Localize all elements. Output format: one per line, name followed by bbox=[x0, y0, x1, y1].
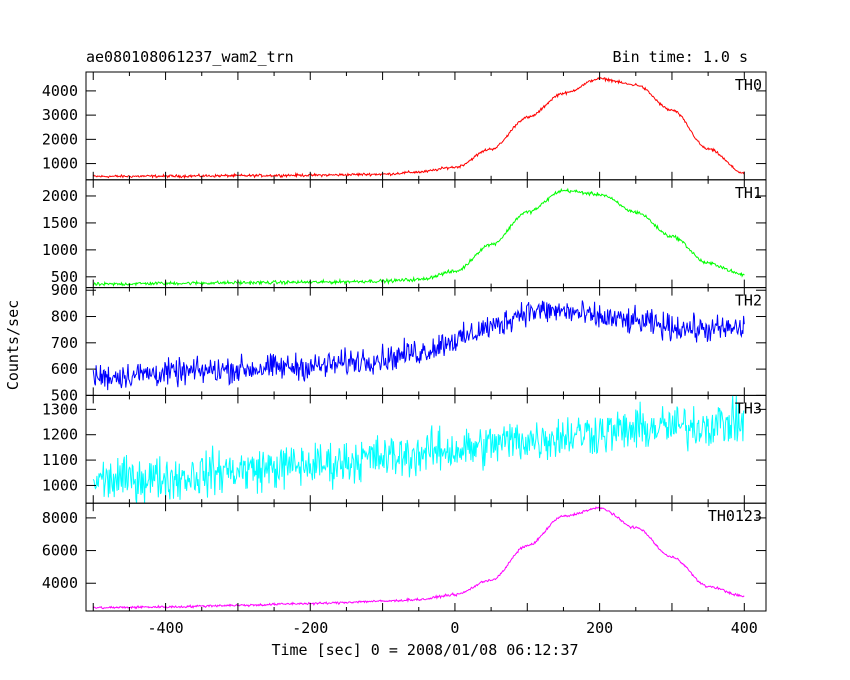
y-tick-label: 900 bbox=[51, 281, 78, 299]
y-tick-label: 500 bbox=[51, 386, 78, 404]
y-axis-label: Counts/sec bbox=[4, 300, 22, 390]
y-tick-label: 2000 bbox=[42, 187, 78, 205]
x-tick-label: -200 bbox=[292, 619, 328, 637]
x-tick-label: 200 bbox=[586, 619, 613, 637]
chart-title-right: Bin time: 1.0 s bbox=[613, 48, 748, 66]
y-tick-label: 6000 bbox=[42, 542, 78, 560]
x-tick-label: 400 bbox=[731, 619, 758, 637]
y-tick-label: 1300 bbox=[42, 400, 78, 418]
series-line-th0123 bbox=[92, 506, 745, 610]
y-tick-label: 1500 bbox=[42, 214, 78, 232]
series-line-th0 bbox=[92, 76, 745, 180]
y-tick-label: 4000 bbox=[42, 574, 78, 592]
series-line-th2 bbox=[92, 300, 745, 391]
chart-title-left: ae080108061237_wam2_trn bbox=[86, 48, 294, 66]
y-tick-label: 1000 bbox=[42, 476, 78, 494]
y-tick-label: 800 bbox=[51, 308, 78, 326]
panel-frame bbox=[85, 502, 767, 612]
y-tick-label: 2000 bbox=[42, 130, 78, 148]
y-tick-label: 4000 bbox=[42, 82, 78, 100]
panel-th0123: 4000 6000 8000 TH0123 bbox=[42, 502, 767, 612]
y-tick-label: 1000 bbox=[42, 241, 78, 259]
panel-th0: 1000 2000 3000 4000 TH0 bbox=[42, 71, 767, 181]
x-axis-label: Time [sec] 0 = 2008/01/08 06:12:37 bbox=[271, 641, 578, 659]
panel-th1: 500 1000 1500 2000 TH1 bbox=[42, 179, 767, 289]
panel-label-th3: TH3 bbox=[735, 399, 762, 417]
y-tick-label: 3000 bbox=[42, 106, 78, 124]
series-line-th3 bbox=[92, 395, 745, 504]
panel-label-th0123: TH0123 bbox=[708, 507, 762, 525]
y-tick-label: 500 bbox=[51, 268, 78, 286]
y-tick-label: 600 bbox=[51, 360, 78, 378]
panel-label-th0: TH0 bbox=[735, 76, 762, 94]
y-tick-label: 1100 bbox=[42, 451, 78, 469]
panel-frame bbox=[85, 287, 767, 396]
panel-label-th2: TH2 bbox=[735, 292, 762, 310]
y-tick-label: 8000 bbox=[42, 509, 78, 527]
panel-th2: 500 600 700 800 900 TH2 bbox=[51, 281, 767, 404]
y-tick-label: 700 bbox=[51, 334, 78, 352]
x-tick-label: 0 bbox=[450, 619, 459, 637]
panel-frame bbox=[85, 71, 767, 181]
y-tick-label: 1000 bbox=[42, 155, 78, 173]
x-tick-label: -400 bbox=[148, 619, 184, 637]
series-line-th1 bbox=[92, 187, 745, 287]
y-tick-label: 1200 bbox=[42, 426, 78, 444]
panel-th3: 1000 1100 1200 1300 TH3 bbox=[42, 394, 767, 504]
panel-label-th1: TH1 bbox=[735, 184, 762, 202]
